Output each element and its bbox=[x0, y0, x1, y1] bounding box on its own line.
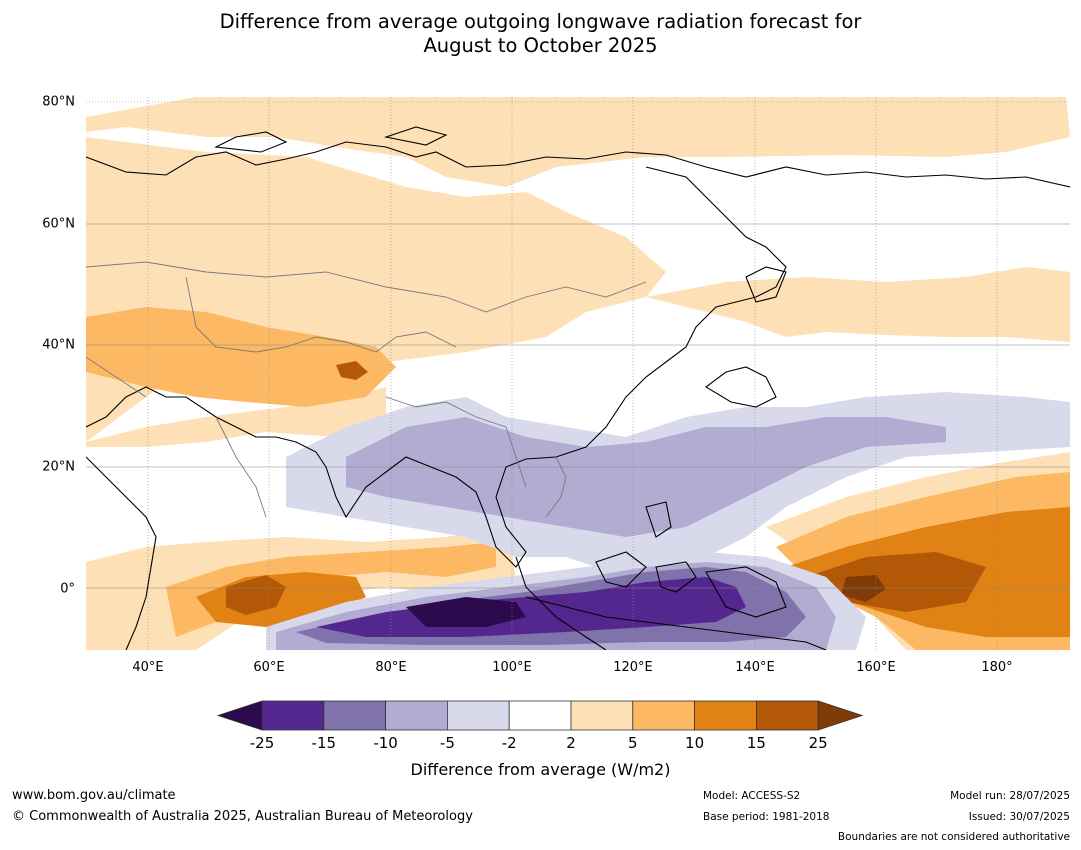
map-coastlines bbox=[86, 126, 1070, 650]
colorbar-swatch bbox=[570, 700, 634, 731]
lat-label-60n: 60°N bbox=[42, 216, 75, 232]
olr-anomaly-map bbox=[86, 97, 1070, 650]
colorbar-swatch bbox=[385, 700, 448, 731]
colorbar-swatch bbox=[632, 700, 695, 731]
colorbar-tick-label: 25 bbox=[808, 734, 828, 752]
lon-label-40e: 40°E bbox=[132, 660, 164, 675]
footer-copyright: © Commonwealth of Australia 2025, Austra… bbox=[12, 809, 473, 824]
colorbar-tick-label: 10 bbox=[685, 734, 705, 752]
footer-base-period: Base period: 1981-2018 bbox=[703, 811, 830, 823]
anomaly-region-eastpac-max bbox=[841, 575, 886, 602]
anomaly-region-indian-mid bbox=[166, 542, 496, 637]
colorbar-swatch bbox=[756, 700, 819, 731]
colorbar-swatch bbox=[446, 700, 510, 731]
footer-website: www.bom.gov.au/climate bbox=[12, 788, 176, 803]
colorbar-tick-label: 5 bbox=[628, 734, 638, 752]
map-country-borders bbox=[86, 261, 647, 518]
colorbar-tick-label: -15 bbox=[311, 734, 337, 752]
colorbar-extend-high bbox=[817, 700, 864, 731]
colorbar-swatch bbox=[694, 700, 757, 731]
anomaly-region-indian-deep bbox=[226, 575, 286, 615]
lon-label-140e: 140°E bbox=[735, 660, 775, 675]
lon-label-160e: 160°E bbox=[856, 660, 896, 675]
colorbar-tick-label: -25 bbox=[249, 734, 275, 752]
lon-label-120e: 120°E bbox=[613, 660, 653, 675]
colorbar-tick-label: -5 bbox=[439, 734, 455, 752]
anomaly-region-siberia-pale bbox=[86, 137, 666, 442]
footer-model-run: Model run: 28/07/2025 bbox=[950, 790, 1070, 802]
colorbar-swatch bbox=[323, 700, 386, 731]
anomaly-region-north-pale bbox=[86, 97, 1070, 187]
lat-label-80n: 80°N bbox=[42, 94, 75, 110]
anomaly-region-indonesia-min bbox=[406, 597, 526, 627]
colorbar-tick-label: 15 bbox=[746, 734, 766, 752]
lon-label-100e: 100°E bbox=[492, 660, 532, 675]
anomaly-region-tibet-max bbox=[336, 361, 368, 380]
colorbar-extend-low bbox=[216, 700, 263, 731]
lon-label-180: 180° bbox=[981, 660, 1013, 675]
colorbar-swatch bbox=[508, 700, 572, 731]
title-line-1: Difference from average outgoing longwav… bbox=[219, 10, 862, 33]
figure-title: Difference from average outgoing longwav… bbox=[0, 10, 1081, 58]
footer-issued: Issued: 30/07/2025 bbox=[968, 811, 1070, 823]
anomaly-region-ne-pale bbox=[646, 267, 1070, 342]
colorbar-tick-label: -2 bbox=[501, 734, 517, 752]
anomaly-region-central-pale bbox=[86, 387, 386, 447]
lon-label-60e: 60°E bbox=[253, 660, 285, 675]
colorbar-tick-label: -10 bbox=[373, 734, 398, 752]
colorbar-label: Difference from average (W/m2) bbox=[410, 760, 671, 779]
footer-disclaimer: Boundaries are not considered authoritat… bbox=[837, 831, 1070, 843]
colorbar-tick-label: 2 bbox=[566, 734, 576, 752]
anomaly-region-monsoon-light bbox=[346, 417, 946, 537]
lat-label-40n: 40°N bbox=[42, 337, 75, 353]
map-canvas bbox=[86, 97, 1070, 650]
lat-label-0: 0° bbox=[60, 581, 75, 597]
lat-label-20n: 20°N bbox=[42, 459, 75, 475]
title-line-2: August to October 2025 bbox=[423, 34, 658, 57]
footer-model: Model: ACCESS-S2 bbox=[703, 790, 801, 802]
anomaly-region-asia-mid bbox=[86, 307, 396, 407]
colorbar-swatch bbox=[261, 700, 325, 731]
map-gridlines bbox=[86, 97, 1070, 650]
lon-label-80e: 80°E bbox=[375, 660, 407, 675]
